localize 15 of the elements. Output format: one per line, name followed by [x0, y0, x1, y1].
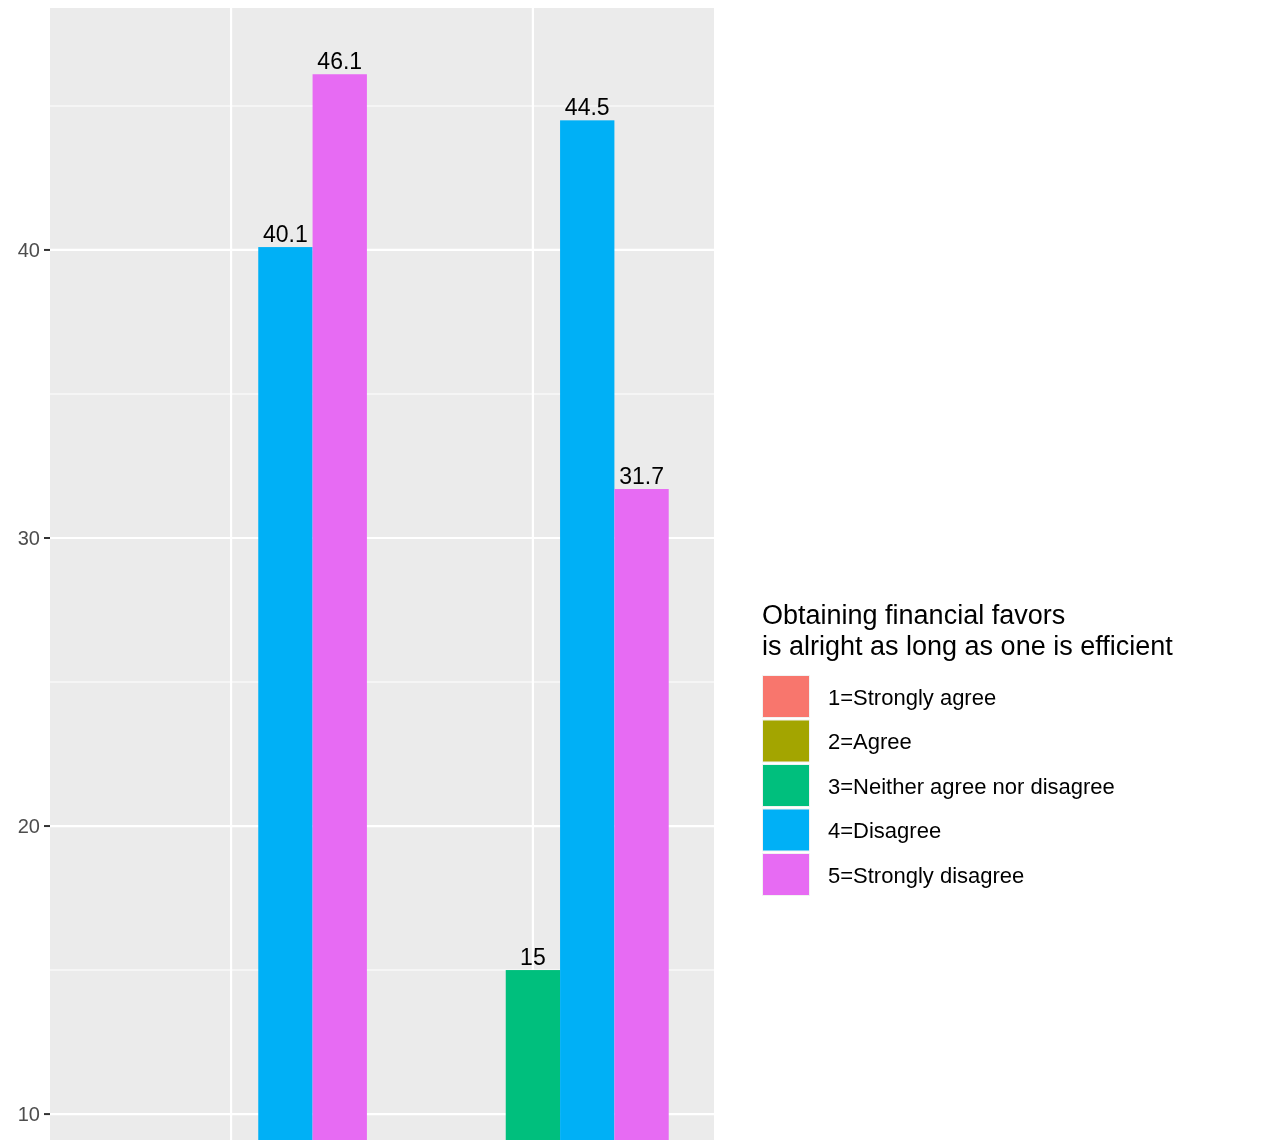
data-label: 15: [520, 944, 546, 971]
data-label: 44.5: [564, 94, 610, 121]
legend-label: 3=Neither agree nor disagree: [828, 773, 1115, 799]
y-tick-label: 20: [17, 815, 40, 838]
y-tick-label: 30: [17, 526, 40, 549]
data-label: 46.1: [317, 48, 363, 75]
legend-label: 2=Agree: [828, 729, 912, 755]
data-label: 31.7: [619, 463, 664, 490]
legend-label: 5=Strongly disagree: [828, 862, 1025, 888]
legend-label: 4=Disagree: [828, 818, 942, 844]
legend-title: Obtaining financial favors is alright as long as one is efficient: [762, 600, 1174, 662]
y-tick-label: 10: [17, 1103, 40, 1126]
legend-label: 1=Strongly agree: [828, 684, 997, 710]
data-label: 40.1: [263, 221, 308, 248]
y-tick-label: 40: [17, 238, 40, 261]
